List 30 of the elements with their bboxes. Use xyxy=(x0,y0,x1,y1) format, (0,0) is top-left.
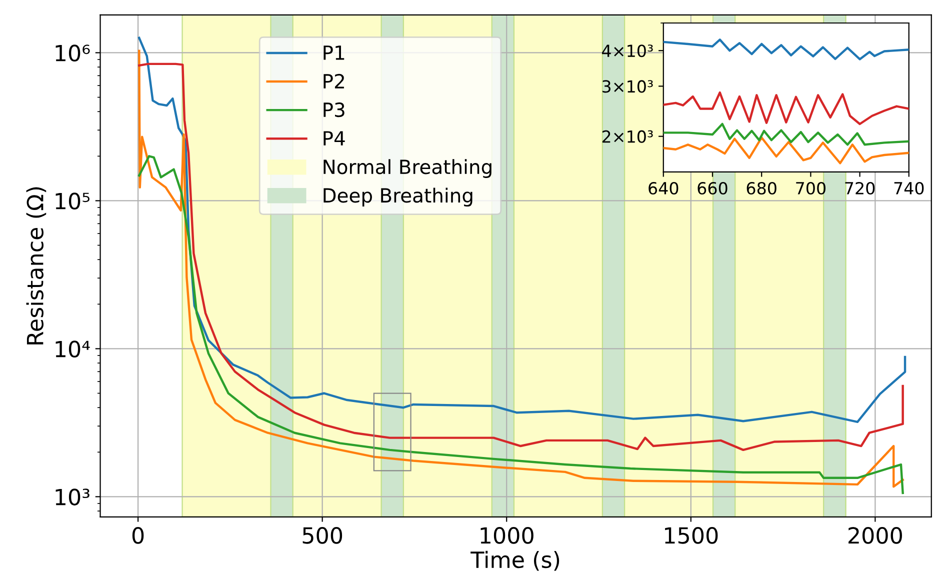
y-axis-title: Resistance (Ω) xyxy=(26,187,46,344)
y-tick-label: 2×10³ xyxy=(602,130,653,143)
x-tick-label: 660 xyxy=(698,182,728,195)
band-label: Normal Breathing xyxy=(324,159,492,178)
x-tick-label: 1500 xyxy=(665,527,718,544)
x-tick-label: 720 xyxy=(845,182,875,195)
legend-label: P3 xyxy=(324,102,344,118)
y-tick-label: 4×10³ xyxy=(602,44,653,58)
line-series xyxy=(663,136,909,164)
band-label: Deep Breathing xyxy=(324,188,472,207)
y-tick-label: 10³ xyxy=(56,488,90,506)
line-series xyxy=(663,91,909,126)
y-tick-label: 10⁴ xyxy=(56,340,90,358)
x-axis-title: Time (s) xyxy=(470,550,560,571)
legend-label: P2 xyxy=(324,74,344,88)
x-tick-label: 500 xyxy=(302,527,342,544)
x-tick-label: 640 xyxy=(648,182,678,195)
x-tick-label: 680 xyxy=(746,182,776,195)
x-tick-label: 0 xyxy=(132,527,144,544)
y-tick-label: 10⁵ xyxy=(56,192,90,210)
x-tick-label: 700 xyxy=(796,182,826,195)
y-tick-label: 3×10³ xyxy=(602,80,653,93)
y-tick-label: 10⁶ xyxy=(56,44,90,62)
line-series xyxy=(663,38,909,60)
x-tick-label: 2000 xyxy=(848,527,902,544)
legend-label: P4 xyxy=(324,131,345,146)
x-tick-label: 740 xyxy=(894,182,924,195)
line-series xyxy=(663,122,909,146)
x-tick-label: 1000 xyxy=(480,527,534,544)
legend-label: P1 xyxy=(324,46,344,60)
